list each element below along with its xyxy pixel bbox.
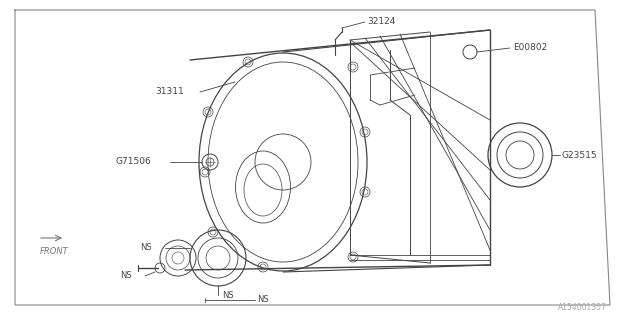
Text: 31311: 31311 (155, 87, 184, 97)
Text: NS: NS (257, 295, 269, 305)
Text: NS: NS (120, 271, 132, 281)
Text: G71506: G71506 (115, 157, 151, 166)
Text: G23515: G23515 (562, 150, 598, 159)
Text: NS: NS (222, 291, 234, 300)
Text: FRONT: FRONT (40, 247, 68, 257)
Text: A154001357: A154001357 (558, 303, 607, 312)
Text: 32124: 32124 (367, 18, 396, 27)
Text: NS: NS (140, 244, 152, 252)
Text: E00802: E00802 (513, 44, 547, 52)
